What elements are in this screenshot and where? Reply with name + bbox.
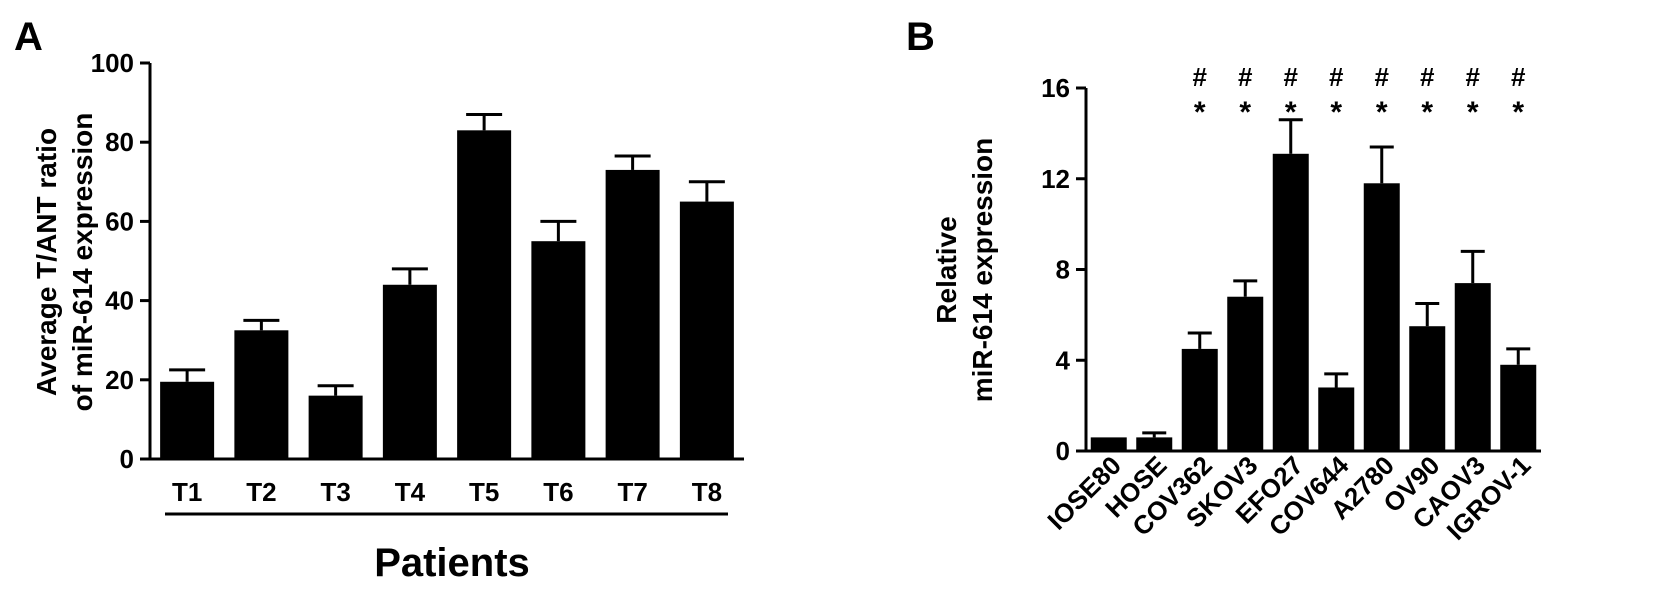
bar-COV644: [1318, 387, 1355, 451]
x-tick-label: T4: [395, 477, 426, 507]
significance-hash: #: [1466, 62, 1481, 92]
chart-panel-a: A Average T/ANT ratio of miR-614 expressi…: [14, 15, 744, 585]
bar-T6: [531, 241, 586, 459]
bar-SKOV3: [1227, 296, 1264, 451]
x-tick-labels-b: IOSE80HOSECOV362SKOV3EFO27COV644A2780OV9…: [1041, 450, 1536, 546]
significance-hash: #: [1193, 62, 1208, 92]
x-tick-label: T3: [320, 477, 350, 507]
significance-star: *: [1376, 96, 1388, 129]
bar-T4: [382, 284, 437, 459]
bar-CAOV3: [1454, 283, 1491, 451]
significance-hash: #: [1420, 62, 1435, 92]
bar-T2: [234, 330, 289, 459]
y-axis-label-line: miR-614 expression: [967, 138, 998, 403]
y-tick-label: 4: [1056, 345, 1071, 375]
bar-A2780: [1363, 183, 1400, 451]
x-axis-title-a: Patients: [374, 541, 530, 585]
x-tick-label: T5: [469, 477, 499, 507]
panel-label-b: B: [906, 15, 935, 59]
bar-T7: [605, 169, 660, 460]
bar-T5: [457, 130, 512, 459]
y-tick-label: 16: [1041, 73, 1070, 103]
bar-T8: [679, 201, 734, 459]
y-axis-label-line: Relative: [931, 216, 962, 323]
x-tick-label: T7: [617, 477, 647, 507]
y-axis-label-b: Relative miR-614 expression: [931, 138, 998, 403]
bar-IGROV-1: [1500, 364, 1537, 451]
panel-label-a: A: [14, 15, 43, 59]
significance-star: *: [1239, 96, 1251, 129]
bar-EFO27: [1272, 153, 1309, 451]
y-tick-label: 100: [91, 48, 134, 78]
significance-hash: #: [1375, 62, 1390, 92]
significance-hash: #: [1238, 62, 1253, 92]
y-axis-label-line: Average T/ANT ratio: [31, 128, 62, 396]
y-tick-label: 12: [1041, 164, 1070, 194]
y-tick-label: 20: [105, 365, 134, 395]
bars-b: [1090, 118, 1537, 451]
significance-star: *: [1467, 96, 1479, 129]
significance-hash: #: [1511, 62, 1526, 92]
y-tick-label: 0: [1056, 436, 1070, 466]
y-axis-label-line: of miR-614 expression: [67, 113, 98, 412]
y-tick-label: 40: [105, 286, 134, 316]
significance-star: *: [1512, 96, 1524, 129]
y-tick-label: 60: [105, 206, 134, 236]
x-tick-label: T6: [543, 477, 573, 507]
y-tick-label: 80: [105, 127, 134, 157]
significance-star: *: [1421, 96, 1433, 129]
bar-T3: [308, 395, 363, 459]
significance-markers-b: # * # * # * # * # * # * # * # *: [1193, 62, 1527, 129]
bar-IOSE80: [1090, 437, 1127, 451]
significance-hash: #: [1329, 62, 1344, 92]
y-axis-label-a: Average T/ANT ratio of miR-614 expression: [31, 113, 98, 412]
bars-a: [160, 112, 734, 460]
x-tick-label: T2: [246, 477, 276, 507]
bar-HOSE: [1136, 437, 1173, 451]
significance-hash: #: [1284, 62, 1299, 92]
significance-star: *: [1285, 96, 1297, 129]
significance-star: *: [1330, 96, 1342, 129]
bar-OV90: [1409, 326, 1446, 451]
y-tick-label: 0: [120, 444, 134, 474]
significance-star: *: [1194, 96, 1206, 129]
bar-COV362: [1181, 348, 1218, 451]
x-tick-label: T1: [172, 477, 202, 507]
x-tick-labels-a: T1 T2 T3 T4 T5 T6 T7 T8: [172, 477, 722, 507]
y-tick-label: 8: [1056, 255, 1070, 285]
bar-T1: [160, 381, 215, 459]
x-tick-label: T8: [692, 477, 722, 507]
